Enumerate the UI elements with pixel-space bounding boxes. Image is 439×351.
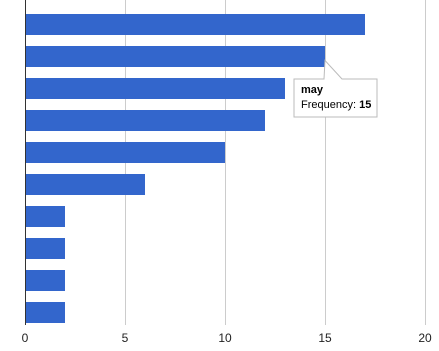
x-axis-ticks: 0 5 10 15 20 xyxy=(22,331,432,345)
bar[interactable] xyxy=(26,14,365,35)
tooltip-value-line: Frequency: 15 xyxy=(301,99,371,111)
x-tick-label: 5 xyxy=(122,331,129,345)
tooltip-box xyxy=(293,59,378,118)
bar[interactable] xyxy=(26,302,65,323)
x-tick-label: 15 xyxy=(318,331,332,345)
bar[interactable] xyxy=(26,238,65,259)
x-tick-label: 10 xyxy=(218,331,232,345)
x-tick-label: 0 xyxy=(22,331,29,345)
tooltip: may Frequency: 15 xyxy=(293,59,378,118)
bar[interactable] xyxy=(26,174,145,195)
tooltip-value: 15 xyxy=(359,99,371,111)
bar[interactable] xyxy=(26,46,325,67)
bar[interactable] xyxy=(26,110,265,131)
tooltip-colon: : xyxy=(353,99,359,111)
bar[interactable] xyxy=(26,206,65,227)
x-tick-label: 20 xyxy=(418,331,432,345)
tooltip-label: Frequency xyxy=(301,99,353,111)
bar[interactable] xyxy=(26,78,285,99)
bars xyxy=(26,14,365,323)
tooltip-category: may xyxy=(301,84,324,96)
bar[interactable] xyxy=(26,142,225,163)
bar[interactable] xyxy=(26,270,65,291)
